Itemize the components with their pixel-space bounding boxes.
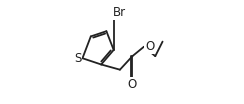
Text: Br: Br: [113, 6, 126, 19]
Text: O: O: [145, 40, 154, 53]
Text: S: S: [74, 52, 81, 65]
Text: O: O: [128, 78, 137, 91]
